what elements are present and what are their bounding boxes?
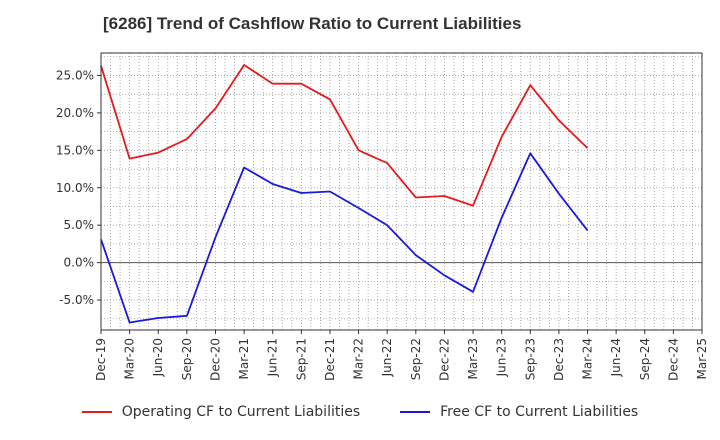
x-tick-label: Mar-24 bbox=[581, 338, 595, 379]
series-line-1 bbox=[100, 152, 589, 324]
x-axis-ticks: Dec-19 Mar-20 Jun-20 Sep-20 Dec-20 Mar-21 Jun-… bbox=[94, 330, 709, 381]
y-tick-label: 5.0% bbox=[64, 218, 95, 232]
x-tick-label: Mar-20 bbox=[123, 338, 137, 379]
series-lines bbox=[100, 64, 589, 324]
x-tick-label: Jun-22 bbox=[380, 338, 394, 377]
x-tick-label: Jun-23 bbox=[495, 338, 509, 377]
x-tick-label: Dec-24 bbox=[666, 338, 680, 381]
series-line-0 bbox=[100, 64, 589, 207]
x-tick-label: Sep-22 bbox=[409, 338, 423, 380]
y-tick-label: 25.0% bbox=[56, 68, 94, 82]
y-tick-label: -5.0% bbox=[59, 293, 94, 307]
y-axis-ticks: -5.0% 0.0% 5.0% 10.0% 15.0% 20.0% 25.0% bbox=[56, 68, 101, 307]
legend-swatch-operating-cf bbox=[81, 411, 112, 413]
x-tick-label: Jun-24 bbox=[609, 338, 623, 377]
y-tick-label: 15.0% bbox=[56, 143, 94, 157]
legend-item-operating-cf: Operating CF to Current Liabilities bbox=[81, 404, 361, 420]
x-tick-label: Mar-23 bbox=[466, 338, 480, 379]
x-tick-label: Dec-22 bbox=[437, 338, 451, 381]
x-tick-label: Mar-25 bbox=[695, 338, 709, 379]
x-tick-label: Mar-22 bbox=[352, 338, 366, 379]
x-tick-label: Sep-23 bbox=[523, 338, 537, 380]
x-tick-label: Mar-21 bbox=[237, 338, 251, 379]
y-tick-label: 10.0% bbox=[56, 181, 94, 195]
legend-item-free-cf: Free CF to Current Liabilities bbox=[400, 404, 638, 420]
legend-label-operating-cf: Operating CF to Current Liabilities bbox=[121, 404, 361, 420]
plot-frame bbox=[100, 52, 703, 331]
x-tick-label: Dec-19 bbox=[94, 338, 108, 381]
x-tick-label: Dec-21 bbox=[323, 338, 337, 381]
x-tick-label: Sep-20 bbox=[180, 338, 194, 380]
x-tick-label: Dec-23 bbox=[552, 338, 566, 381]
legend-label-free-cf: Free CF to Current Liabilities bbox=[440, 404, 639, 420]
y-tick-label: 20.0% bbox=[56, 106, 94, 120]
y-tick-label: 0.0% bbox=[64, 256, 95, 270]
x-tick-label: Dec-20 bbox=[208, 338, 222, 381]
grid-lines bbox=[100, 53, 703, 330]
x-tick-label: Sep-24 bbox=[638, 338, 652, 380]
x-tick-label: Sep-21 bbox=[294, 338, 308, 380]
x-tick-label: Jun-21 bbox=[266, 338, 280, 377]
x-tick-label: Jun-20 bbox=[151, 338, 165, 377]
legend-swatch-free-cf bbox=[400, 411, 431, 413]
legend: Operating CF to Current Liabilities Free… bbox=[0, 404, 720, 420]
chart-title: [6286] Trend of Cashflow Ratio to Curren… bbox=[103, 14, 522, 33]
